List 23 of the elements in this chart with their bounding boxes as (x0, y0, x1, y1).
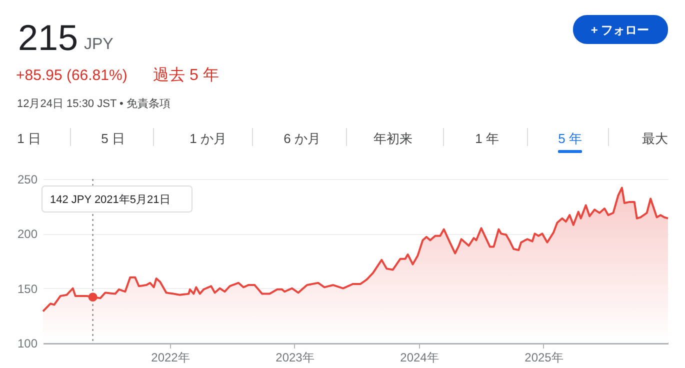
text: 1 年 (475, 131, 499, 146)
text: 5 年 (558, 131, 582, 146)
text: 1 か月 (190, 131, 226, 146)
y-tick-label: 150 (17, 282, 38, 296)
y-tick-label: 100 (17, 336, 38, 350)
text: 215 (18, 17, 78, 58)
text: 1 日 (17, 131, 41, 146)
x-tick-label: 2025年 (524, 350, 564, 364)
x-tick-label: 2022年 (151, 350, 190, 364)
x-tick-label: 2024年 (400, 350, 439, 364)
text: JPY (84, 36, 114, 53)
x-tick-label: 2023年 (276, 350, 314, 364)
text: 年初来 (374, 131, 412, 146)
text: 最大 (642, 131, 668, 146)
text: 5 日 (101, 131, 125, 146)
text: +85.95 (66.81%) (16, 67, 128, 84)
text: + フォロー (590, 23, 650, 37)
text: 6 か月 (284, 131, 320, 146)
annotation: 142 JPY 2021年5月21日 (50, 194, 170, 206)
text: 過去 5 年 (153, 66, 219, 84)
text: 12月24日 15:30 JST • 免責条項 (17, 97, 170, 110)
y-tick-label: 250 (17, 172, 38, 186)
y-tick-label: 200 (17, 227, 38, 242)
